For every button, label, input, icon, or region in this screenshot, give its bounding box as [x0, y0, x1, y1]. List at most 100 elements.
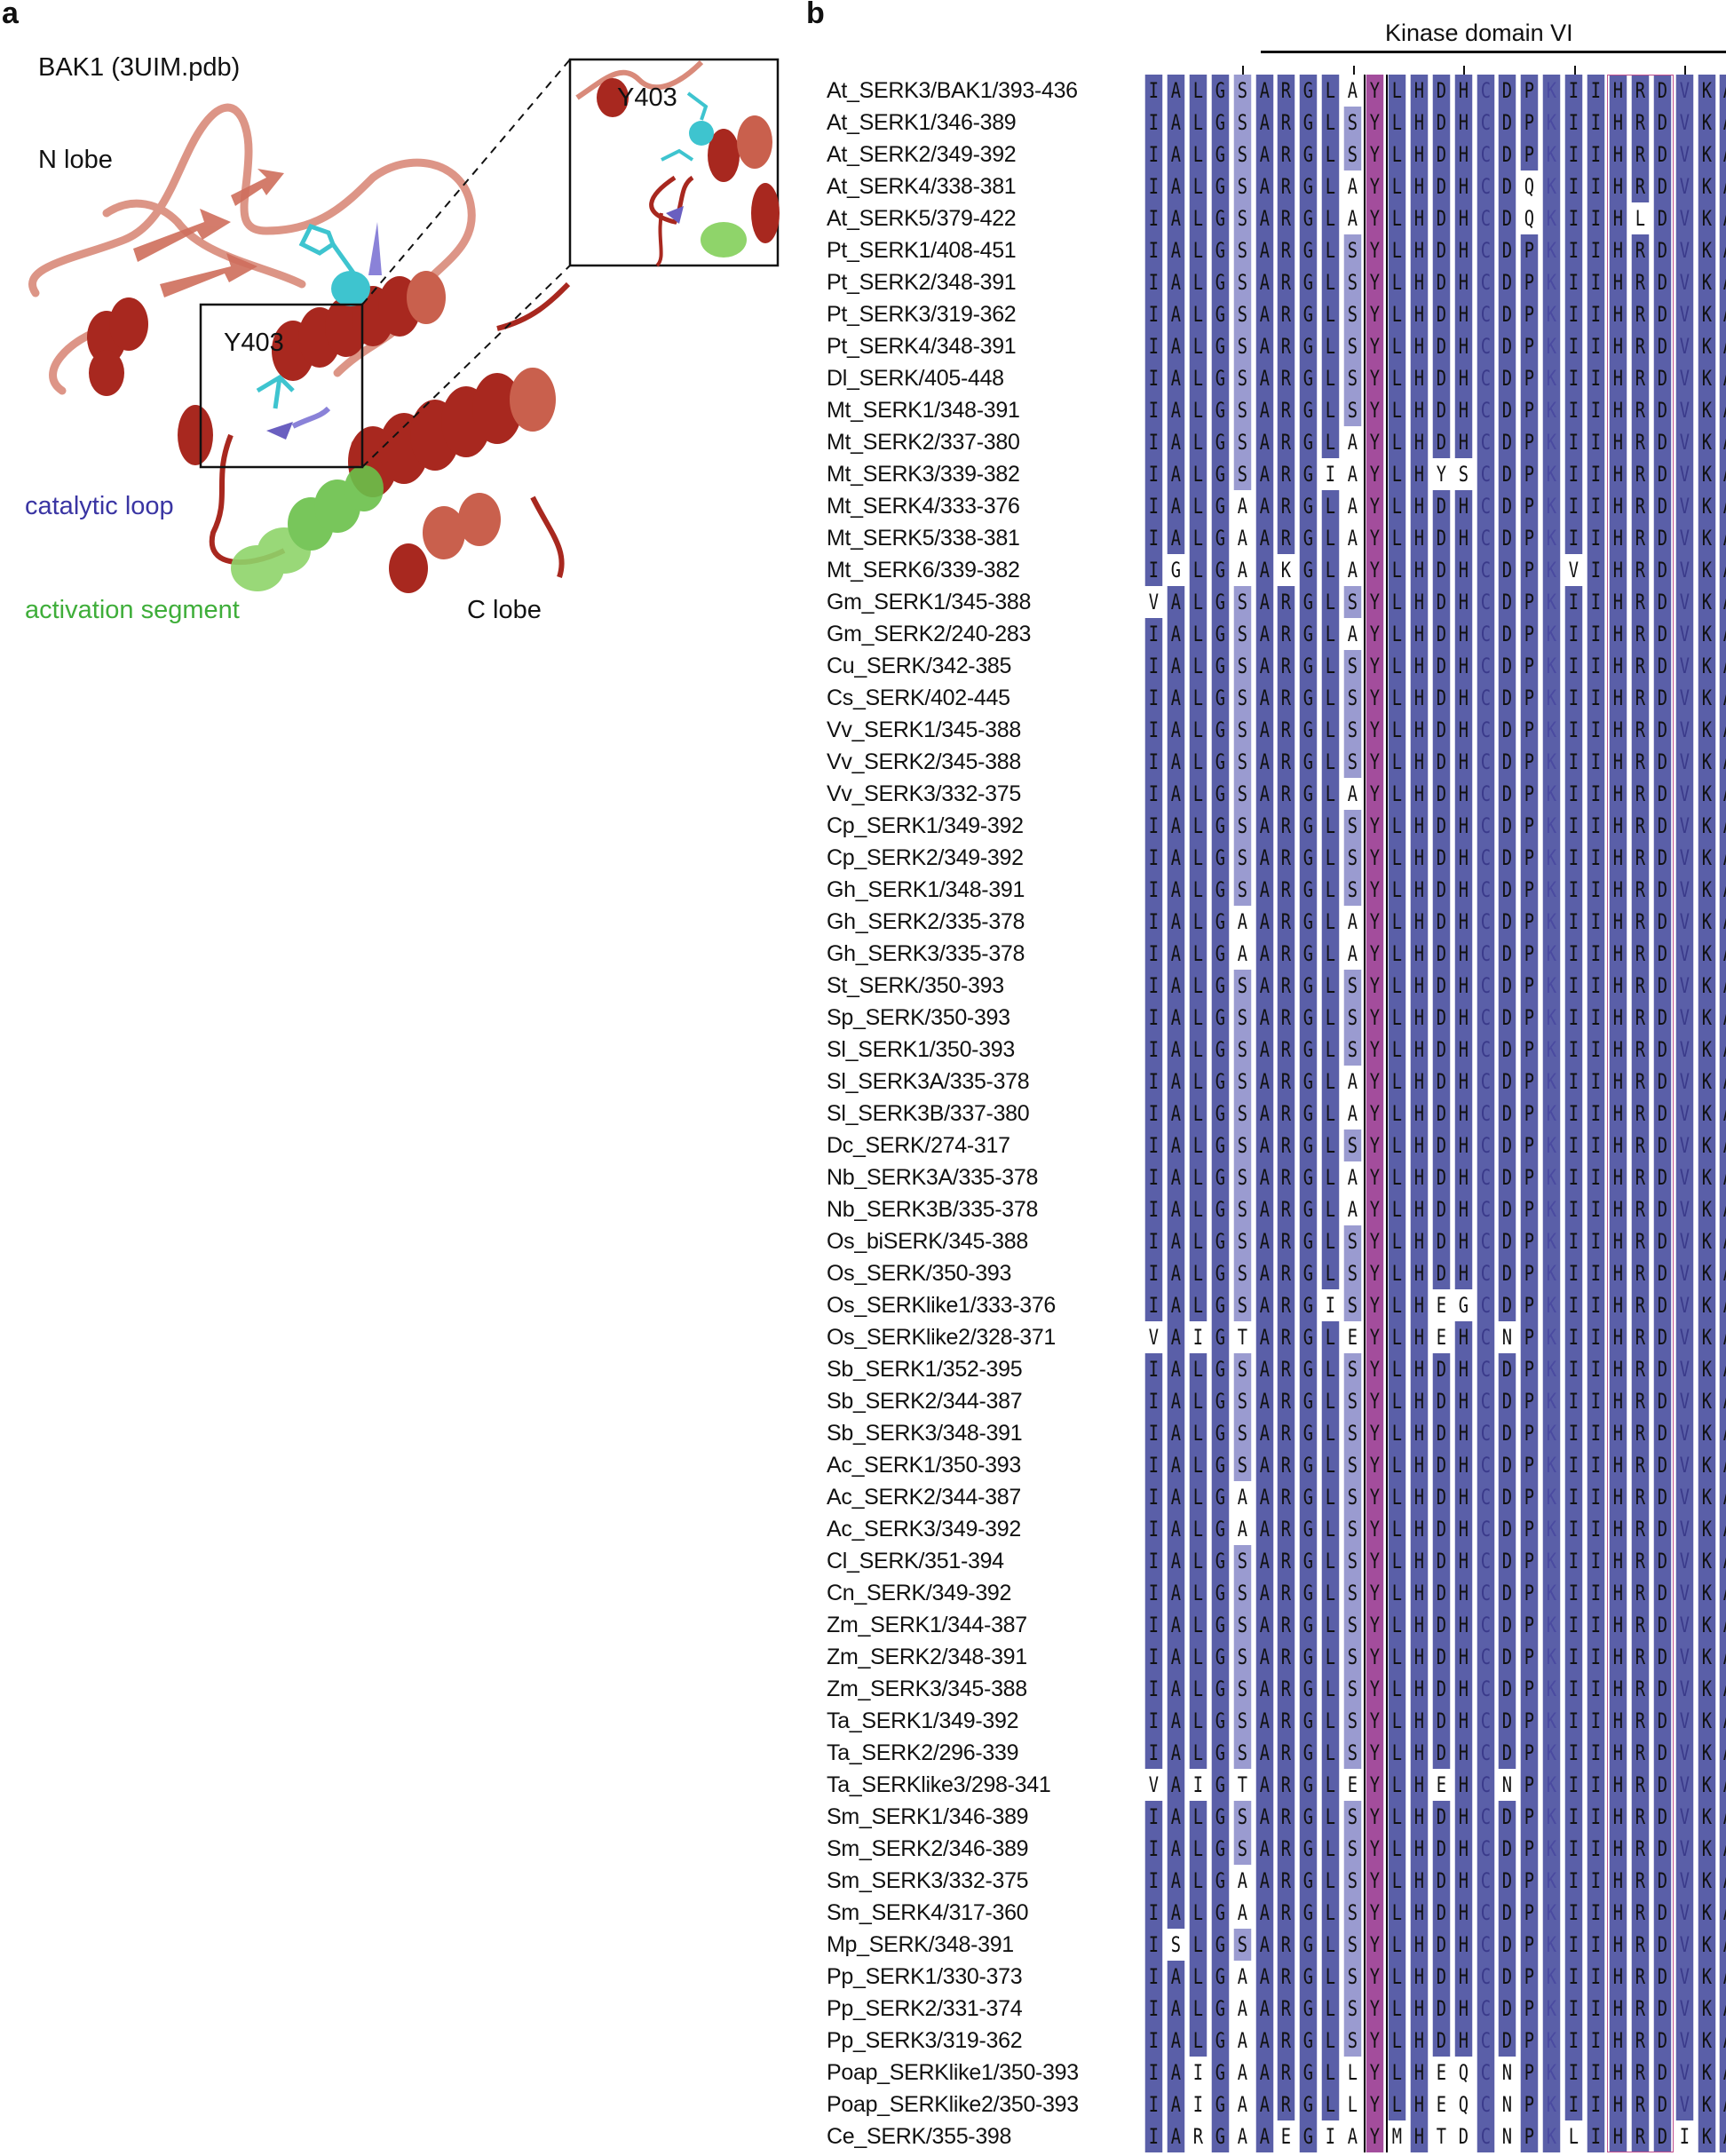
alignment-row: IAIGAARGLLYLHEQCNPKIIHRDVKA	[1143, 2089, 1726, 2120]
residue: G	[1300, 1225, 1318, 1257]
residue: A	[1255, 107, 1273, 139]
alignment-row: IALGSARGLSYLHDHCDPKIIHRDVKA	[1143, 1002, 1726, 1034]
residue: D	[1499, 1417, 1516, 1449]
residue: C	[1477, 1098, 1494, 1130]
residue: R	[1631, 906, 1649, 938]
sequence-name: Zm_SERK3/345-388	[827, 1676, 1027, 1701]
residue: R	[1631, 1577, 1649, 1609]
residue: L	[1189, 1417, 1207, 1449]
residue: C	[1477, 75, 1494, 107]
residue: V	[1675, 522, 1693, 554]
residue: G	[1211, 714, 1229, 746]
residue: H	[1454, 139, 1472, 170]
residue: A	[1255, 75, 1273, 107]
residue: S	[1343, 1481, 1362, 1513]
residue: A	[1167, 1705, 1185, 1737]
alignment-row: IALGSARGLSYLHDHCDPKIIHRDVKA	[1143, 970, 1726, 1002]
residue: H	[1454, 970, 1472, 1002]
sequence-name: Ce_SERK/355-398	[827, 2124, 1012, 2149]
residue: R	[1278, 1577, 1295, 1609]
alignment-row: VAIGTARGLEYLHEHCNPKIIHRDVKA	[1143, 1321, 1726, 1353]
residue: A	[1233, 1897, 1251, 1929]
alignment-row: IALGSARGLSYLHDHCDPKIIHRDVKA	[1143, 1449, 1726, 1481]
activation-segment-helices	[231, 465, 384, 591]
residue: G	[1300, 1385, 1318, 1417]
residue: A	[1720, 1449, 1726, 1481]
alignment-row: IALGSARGLSYLHDHCDPKIIHRDVKA	[1143, 810, 1726, 842]
residue: K	[1698, 107, 1715, 139]
residue: D	[1432, 1513, 1450, 1545]
residue: I	[1144, 1737, 1163, 1769]
residue: L	[1321, 139, 1340, 170]
residue: R	[1278, 1833, 1295, 1865]
residue: H	[1609, 458, 1627, 490]
residue: V	[1675, 842, 1693, 874]
residue: S	[1233, 970, 1251, 1002]
residue: D	[1653, 2025, 1671, 2057]
residue: K	[1542, 1161, 1561, 1193]
residue: L	[1189, 1609, 1207, 1641]
residue: H	[1609, 810, 1627, 842]
residue: L	[1388, 1769, 1406, 1801]
residue: A	[1167, 1545, 1185, 1577]
residue: G	[1211, 330, 1229, 362]
residue: D	[1432, 714, 1450, 746]
residue: A	[1720, 2025, 1726, 2057]
residue: V	[1675, 1577, 1693, 1609]
residue: K	[1542, 1225, 1561, 1257]
residue: P	[1521, 1257, 1539, 1289]
residue: A	[1255, 298, 1273, 330]
residue: A	[1167, 1897, 1185, 1929]
residue: R	[1631, 170, 1649, 202]
residue: Q	[1521, 170, 1539, 202]
residue: K	[1698, 1705, 1715, 1737]
residue: K	[1542, 298, 1561, 330]
residue: H	[1454, 746, 1472, 778]
residue: Y	[1366, 1513, 1384, 1545]
residue: A	[1255, 266, 1273, 298]
residue: A	[1167, 1481, 1185, 1513]
residue: A	[1720, 618, 1726, 650]
residue: A	[1167, 842, 1185, 874]
residue: P	[1521, 1993, 1539, 2025]
residue: I	[1587, 202, 1605, 234]
residue: P	[1521, 810, 1539, 842]
residue: D	[1653, 778, 1671, 810]
residue: S	[1233, 139, 1251, 170]
sequence-name: Cu_SERK/342-385	[827, 654, 1012, 678]
residue: K	[1542, 362, 1561, 394]
residue: A	[1343, 1066, 1362, 1098]
residue: Y	[1366, 426, 1384, 458]
residue: I	[1564, 778, 1583, 810]
zoom-region-box	[199, 303, 364, 469]
residue: R	[1278, 330, 1295, 362]
residue: A	[1720, 1833, 1726, 1865]
residue: A	[1343, 458, 1362, 490]
residue: I	[1564, 1002, 1583, 1034]
residue: I	[1564, 842, 1583, 874]
residue: K	[1698, 586, 1715, 618]
residue: H	[1410, 1865, 1428, 1897]
residue: A	[1255, 906, 1273, 938]
residue: L	[1388, 1865, 1406, 1897]
residue: D	[1499, 1034, 1516, 1066]
residue: A	[1167, 970, 1185, 1002]
sequence-alignment: IALGSARGLAYLHDHCDPKIIHRDVKAIALGSARGLSYLH…	[1143, 75, 1726, 2152]
catalytic-loop-cartoon	[266, 222, 382, 440]
residue: A	[1255, 1705, 1273, 1737]
residue: H	[1609, 1513, 1627, 1545]
residue: P	[1521, 394, 1539, 426]
residue: K	[1542, 778, 1561, 810]
residue: K	[1542, 75, 1561, 107]
residue: C	[1477, 2025, 1494, 2057]
residue: A	[1720, 746, 1726, 778]
residue: A	[1167, 458, 1185, 490]
residue: S	[1233, 266, 1251, 298]
residue: A	[1255, 1833, 1273, 1865]
residue: H	[1454, 1609, 1472, 1641]
residue: I	[1564, 1961, 1583, 1993]
residue: A	[1233, 1481, 1251, 1513]
residue: A	[1167, 1961, 1185, 1993]
residue: R	[1631, 1897, 1649, 1929]
residue: R	[1631, 1737, 1649, 1769]
